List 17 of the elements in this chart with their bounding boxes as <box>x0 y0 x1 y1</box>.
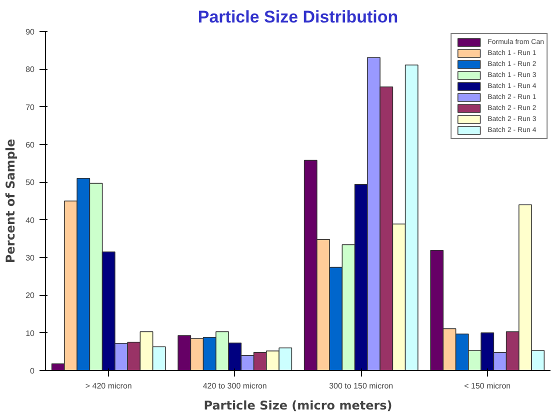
y-tick-label: 50 <box>26 178 36 188</box>
y-tick-label: 70 <box>26 102 36 112</box>
x-tick-label: 300 to 150 micron <box>329 382 394 390</box>
y-tick-label: 80 <box>26 65 36 74</box>
x-tick-label: 420 to 300 micron <box>202 382 267 390</box>
y-tick-label: 60 <box>26 140 36 150</box>
x-tick-label: > 420 micron <box>85 382 132 390</box>
y-axis-title: Percent of Sample <box>4 138 18 264</box>
y-tick-label: 0 <box>30 366 36 376</box>
x-axis-title: Particle Size (micro meters) <box>204 398 392 412</box>
y-tick-label: 30 <box>26 254 36 262</box>
y-tick-label: 90 <box>26 28 36 36</box>
y-tick-label: 20 <box>26 291 36 300</box>
x-tick-label: < 150 micron <box>464 382 511 390</box>
y-tick-label: 10 <box>26 328 36 338</box>
chart-title: Particle Size Distribution <box>198 8 398 26</box>
y-tick-label: 40 <box>26 216 36 225</box>
